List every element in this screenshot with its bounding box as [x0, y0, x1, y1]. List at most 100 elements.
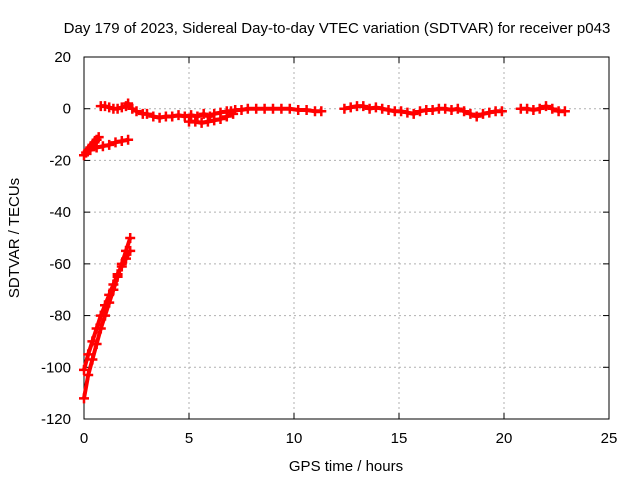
- y-tick-label: -80: [49, 308, 71, 325]
- series-track-second: [339, 101, 507, 122]
- data-point: [415, 106, 425, 117]
- y-tick-label: 0: [63, 101, 71, 118]
- x-tick-label: 25: [601, 430, 618, 447]
- data-point: [236, 105, 247, 116]
- data-point: [427, 105, 438, 116]
- data-point: [173, 110, 184, 121]
- data-point: [215, 114, 226, 125]
- data-point: [478, 108, 488, 119]
- data-point: [202, 116, 213, 127]
- data-point: [522, 103, 533, 114]
- data-point: [190, 116, 201, 127]
- data-point: [154, 112, 165, 123]
- data-point: [316, 106, 327, 117]
- data-point: [276, 103, 287, 114]
- data-point: [79, 364, 89, 375]
- data-points: [79, 98, 570, 404]
- data-point: [440, 103, 451, 114]
- data-point: [242, 103, 253, 114]
- y-axis-label: SDTVAR / TECUs: [6, 178, 23, 298]
- data-point: [87, 336, 98, 347]
- plot-frame: [83, 56, 610, 420]
- data-point: [528, 105, 539, 116]
- data-point: [196, 117, 207, 128]
- y-tick-label: -120: [41, 411, 71, 428]
- data-point: [370, 102, 381, 113]
- y-tick-label: 20: [54, 49, 71, 66]
- data-point: [87, 354, 98, 365]
- data-point: [104, 289, 115, 300]
- data-point: [377, 103, 388, 114]
- data-point: [100, 300, 110, 311]
- series-track-low-right: [85, 134, 134, 156]
- data-point: [121, 253, 131, 264]
- data-point: [534, 103, 545, 114]
- data-point: [345, 102, 356, 113]
- x-axis-label: GPS time / hours: [289, 458, 403, 475]
- data-point: [228, 108, 239, 119]
- data-point: [471, 111, 482, 122]
- series-track-third: [515, 101, 570, 117]
- data-point: [209, 115, 220, 126]
- data-point: [186, 110, 197, 121]
- data-point: [459, 106, 470, 117]
- data-point: [123, 98, 134, 109]
- grid-lines: [84, 57, 609, 419]
- data-point: [402, 107, 413, 118]
- series-track-descending-2: [79, 245, 136, 375]
- data-point: [93, 132, 104, 143]
- series-track-main: [95, 98, 327, 123]
- data-point: [364, 103, 375, 114]
- data-point: [465, 108, 476, 119]
- data-point: [91, 323, 102, 334]
- data-point: [108, 279, 119, 290]
- data-point: [125, 233, 136, 243]
- data-point: [95, 310, 106, 321]
- series-track-dip: [184, 108, 239, 128]
- data-point: [112, 269, 123, 280]
- data-point: [116, 136, 127, 147]
- data-point: [301, 105, 312, 116]
- data-point: [83, 370, 94, 381]
- data-point: [79, 393, 89, 404]
- data-point: [142, 108, 152, 119]
- data-point: [85, 145, 96, 156]
- y-tick-label: -100: [41, 359, 71, 376]
- data-point: [408, 108, 419, 119]
- x-tick-label: 0: [80, 430, 88, 447]
- data-point: [221, 111, 232, 122]
- data-point: [396, 106, 407, 117]
- axis-tick-labels: 0 5 10 15 20 25 20 0 -20 -40 -60 -80 -100 -120: [41, 49, 617, 447]
- data-point: [179, 111, 190, 122]
- x-tick-label: 5: [185, 430, 193, 447]
- data-point: [123, 134, 134, 145]
- y-tick-label: -40: [49, 204, 71, 221]
- data-point: [452, 103, 463, 114]
- data-point: [104, 139, 115, 150]
- data-point: [148, 111, 159, 122]
- data-point: [131, 106, 142, 117]
- data-point: [383, 105, 394, 116]
- y-tick-label: -20: [49, 152, 71, 169]
- x-tick-label: 15: [391, 430, 408, 447]
- data-point: [91, 142, 102, 153]
- data-point: [293, 105, 304, 116]
- data-point: [559, 106, 570, 117]
- data-point: [339, 103, 350, 114]
- data-point: [496, 106, 507, 117]
- data-point: [541, 101, 551, 112]
- data-point: [268, 103, 278, 114]
- data-point: [547, 103, 558, 114]
- data-point: [484, 107, 495, 118]
- data-point: [284, 103, 295, 114]
- data-point: [125, 245, 136, 256]
- data-point: [167, 111, 178, 122]
- data-point: [192, 111, 203, 122]
- data-point: [251, 103, 262, 114]
- data-point: [116, 261, 127, 272]
- data-point: [358, 101, 369, 112]
- data-point: [198, 108, 209, 119]
- data-point: [83, 349, 94, 360]
- axis-ticks: [83, 56, 610, 420]
